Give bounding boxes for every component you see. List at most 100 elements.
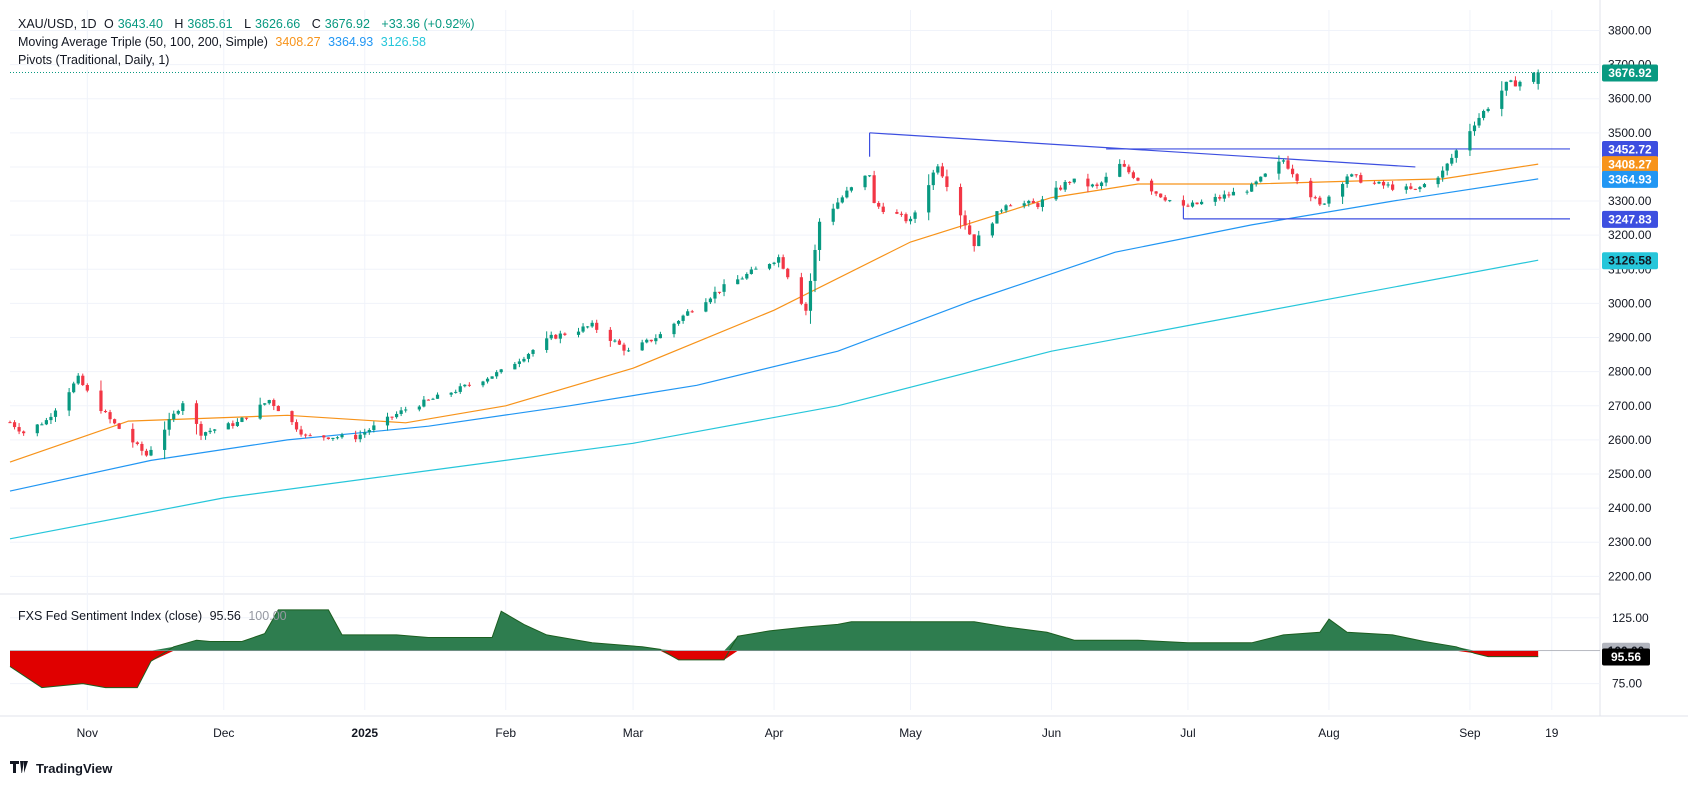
candle-body [908, 218, 913, 222]
candle [1327, 195, 1331, 207]
candle-body [522, 358, 526, 362]
candle [113, 418, 117, 425]
indicator-label[interactable]: FXS Fed Sentiment Index (close) [18, 609, 203, 623]
candle [53, 408, 58, 422]
candle [1218, 194, 1222, 201]
candle-body [1004, 205, 1008, 211]
ohlc-open: O 3643.40 [103, 17, 163, 31]
candle [881, 202, 885, 215]
candle-body [53, 410, 58, 417]
candle [322, 435, 326, 441]
sentiment-badge-2: 95.56 [1602, 648, 1650, 666]
candle [35, 424, 39, 437]
candle-body [1372, 182, 1377, 184]
candle-body [454, 391, 458, 393]
sentiment-line [9, 609, 1539, 689]
candle-body [1159, 193, 1163, 198]
candle [995, 211, 999, 224]
candle-body [367, 429, 371, 433]
sentiment-tick-label: 125.00 [1612, 611, 1649, 625]
candle [76, 373, 80, 385]
candle [963, 210, 967, 230]
candle-body [308, 435, 312, 437]
candles [8, 69, 1540, 460]
candle-body [35, 424, 39, 434]
candle-body [1468, 131, 1472, 151]
candle [617, 338, 622, 346]
candle [1386, 181, 1390, 188]
tradingview-brand[interactable]: TradingView [10, 760, 112, 776]
candle [622, 342, 626, 356]
candle [12, 420, 17, 430]
candle-body [1181, 200, 1186, 206]
candle-body [658, 334, 662, 339]
candle [240, 417, 244, 423]
price-badge-text: 3408.27 [1608, 158, 1652, 172]
candle [399, 407, 403, 417]
candle [67, 387, 71, 417]
candle [372, 421, 376, 433]
candle-body [1318, 197, 1322, 205]
candle-body [1063, 181, 1067, 190]
candle-body [1359, 175, 1363, 183]
candle [135, 441, 139, 446]
candle-body [290, 411, 294, 423]
candle [117, 422, 121, 430]
candle [326, 437, 330, 440]
pivots-label[interactable]: Pivots (Traditional, Daily, 1) [18, 53, 170, 67]
candle [167, 412, 171, 436]
time-tick-label: Apr [765, 726, 784, 740]
ma-label[interactable]: Moving Average Triple (50, 100, 200, Sim… [18, 35, 268, 49]
candle [1286, 155, 1290, 170]
candle [877, 201, 881, 209]
candle-body [108, 412, 112, 420]
time-tick-label: Aug [1318, 726, 1339, 740]
time-tick-label: Dec [213, 726, 234, 740]
candle [1190, 200, 1195, 208]
candle [940, 162, 944, 178]
candle-body [849, 187, 853, 191]
candle [1518, 80, 1522, 91]
candle [1181, 195, 1186, 208]
candle [1450, 153, 1454, 166]
candle [658, 331, 662, 339]
candle [958, 183, 963, 229]
ohlc-change: +33.36 (+0.92%) [381, 17, 475, 31]
candle [972, 234, 976, 252]
candle-body [17, 427, 21, 432]
candle [840, 195, 844, 204]
candle-body [904, 214, 908, 222]
candle-body [554, 334, 558, 339]
candle [1359, 172, 1363, 184]
candle-body [1450, 157, 1454, 164]
candle-body [1213, 196, 1217, 202]
legend-ma-row: Moving Average Triple (50, 100, 200, Sim… [18, 34, 430, 51]
candle [1313, 195, 1317, 200]
candle [1254, 180, 1258, 187]
ma100-value: 3364.93 [328, 35, 374, 49]
candle [231, 420, 235, 429]
candle-body [845, 190, 849, 198]
sentiment-badge-bg [1602, 648, 1650, 666]
candle [290, 410, 294, 425]
candle-body [1322, 203, 1327, 205]
candle [1136, 177, 1140, 182]
candle [495, 370, 499, 379]
candle-body [1486, 108, 1490, 111]
candle [1372, 180, 1377, 185]
candle-body [208, 430, 212, 433]
candle [226, 421, 230, 430]
candle-body [272, 400, 276, 407]
candle-body [686, 311, 690, 316]
candle [968, 220, 972, 235]
symbol-label[interactable]: XAU/USD, 1D [18, 17, 97, 31]
candle [1222, 190, 1226, 202]
candle-body [140, 443, 144, 451]
price-tick-label: 2200.00 [1608, 569, 1652, 583]
price-tick-label: 2400.00 [1608, 501, 1652, 515]
candle [85, 383, 89, 393]
candle [1027, 199, 1031, 207]
candle [1086, 173, 1090, 193]
candle-body [1263, 173, 1267, 177]
